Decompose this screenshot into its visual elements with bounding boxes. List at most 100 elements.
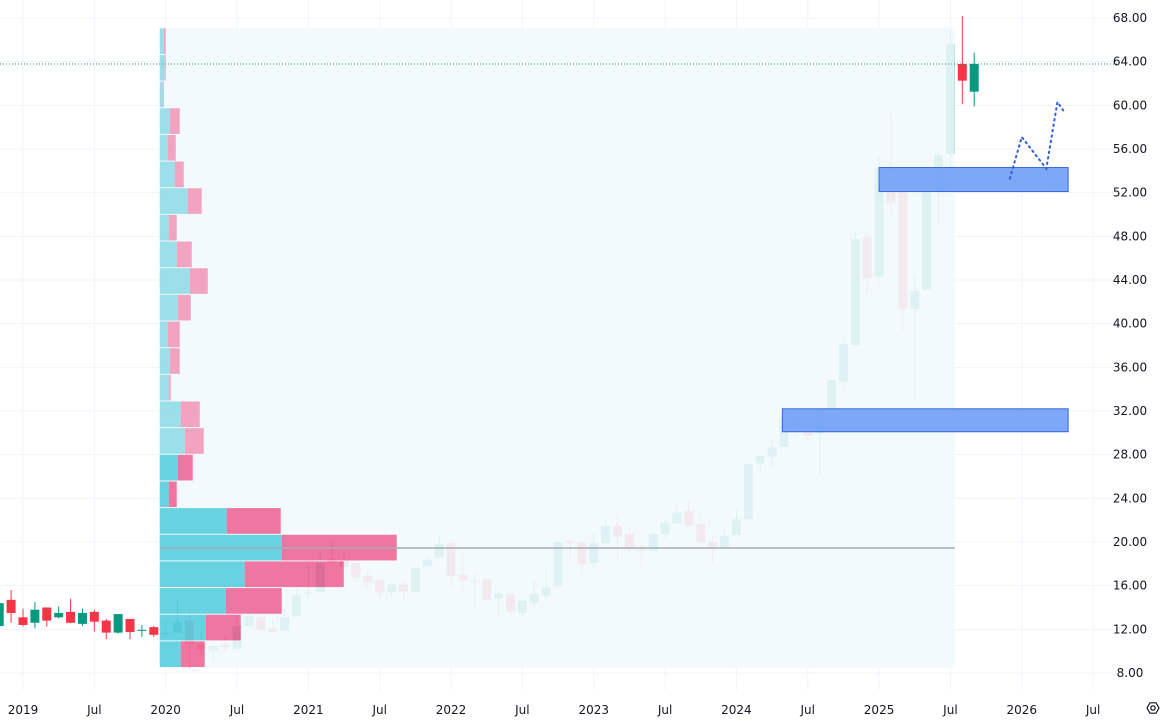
overlay-lines bbox=[0, 63, 1117, 549]
profile-row-down-volume bbox=[164, 54, 166, 81]
profile-row-up-volume bbox=[159, 641, 181, 668]
candle-body bbox=[42, 607, 52, 621]
profile-row-down-volume bbox=[169, 108, 180, 134]
profile-row-up-volume bbox=[159, 454, 178, 481]
zones[interactable] bbox=[781, 167, 1069, 433]
volume-profile bbox=[159, 27, 955, 668]
profile-row-down-volume bbox=[184, 428, 204, 454]
time-tick-label: 2020 bbox=[150, 703, 181, 717]
profile-row-up-volume bbox=[159, 214, 169, 241]
profile-row-up-volume bbox=[159, 241, 177, 268]
candle-body bbox=[66, 611, 76, 623]
profile-row-up-volume bbox=[159, 561, 245, 588]
profile-row-up-volume bbox=[159, 294, 178, 321]
price-axis[interactable]: 8.00 12.00 16.00 20.00 24.00 28.00 32.00 36.00 4… bbox=[1113, 11, 1147, 680]
time-tick-label: 2022 bbox=[436, 703, 467, 717]
profile-row-down-volume bbox=[169, 348, 180, 374]
profile-row-up-volume bbox=[159, 374, 169, 401]
price-tick-label: 40.00 bbox=[1113, 317, 1147, 331]
profile-row-down-volume bbox=[189, 268, 208, 294]
profile-row-down-volume bbox=[167, 321, 180, 348]
profile-row-up-volume bbox=[159, 268, 190, 294]
price-tick-label: 20.00 bbox=[1113, 535, 1147, 549]
candle bbox=[113, 614, 123, 634]
time-tick-label: Jul bbox=[1085, 703, 1100, 717]
price-tick-label: 56.00 bbox=[1113, 142, 1147, 156]
candle bbox=[0, 603, 4, 627]
profile-row-down-volume bbox=[168, 481, 177, 508]
supply-demand-zone[interactable] bbox=[781, 408, 1069, 433]
profile-row-up-volume bbox=[159, 481, 169, 508]
price-tick-label: 28.00 bbox=[1113, 448, 1147, 462]
candle bbox=[957, 16, 967, 105]
candle-body bbox=[89, 611, 99, 622]
price-tick-label: 16.00 bbox=[1113, 579, 1147, 593]
price-tick-label: 64.00 bbox=[1113, 55, 1147, 69]
price-tick-label: 48.00 bbox=[1113, 229, 1147, 243]
supply-demand-zone[interactable] bbox=[878, 167, 1069, 193]
candle-body bbox=[137, 629, 147, 631]
settings-gear-icon[interactable] bbox=[1146, 702, 1160, 714]
profile-row-down-volume bbox=[174, 161, 184, 188]
profile-background bbox=[159, 27, 955, 668]
profile-row-up-volume bbox=[159, 54, 165, 81]
candle bbox=[18, 608, 28, 627]
candle bbox=[66, 598, 76, 624]
candle-body bbox=[0, 603, 4, 627]
candle-body bbox=[125, 618, 135, 633]
profile-row-down-volume bbox=[177, 294, 191, 321]
profile-row-down-volume bbox=[205, 614, 241, 641]
time-axis[interactable]: 2019 Jul 2020 Jul 2021 Jul 2022 Jul 2023 Jul 2024 J… bbox=[8, 703, 1101, 717]
profile-row-down-volume bbox=[226, 508, 281, 534]
profile-row-up-volume bbox=[159, 428, 185, 454]
candle bbox=[125, 618, 135, 640]
profile-row-down-volume bbox=[163, 28, 166, 54]
profile-row-up-volume bbox=[159, 161, 175, 188]
time-tick-label: 2023 bbox=[578, 703, 609, 717]
candle bbox=[149, 626, 159, 637]
profile-row-down-volume bbox=[180, 401, 200, 428]
price-tick-label: 24.00 bbox=[1113, 491, 1147, 505]
time-tick-label: Jul bbox=[371, 703, 386, 717]
time-tick-label: 2019 bbox=[8, 703, 39, 717]
time-tick-label: Jul bbox=[229, 703, 244, 717]
profile-row-down-volume bbox=[168, 214, 177, 241]
profile-row-up-volume bbox=[159, 134, 168, 161]
candle-body bbox=[113, 614, 123, 633]
price-tick-label: 44.00 bbox=[1113, 273, 1147, 287]
profile-row-up-volume bbox=[159, 321, 168, 348]
price-tick-label: 68.00 bbox=[1113, 11, 1147, 25]
candle-body bbox=[957, 63, 967, 81]
candle bbox=[54, 606, 64, 619]
candle bbox=[89, 609, 99, 632]
price-tick-label: 32.00 bbox=[1113, 404, 1147, 418]
profile-row-up-volume bbox=[159, 108, 170, 134]
profile-row-down-volume bbox=[168, 374, 171, 401]
candle bbox=[101, 618, 111, 640]
profile-row-up-volume bbox=[159, 81, 163, 108]
candle-body bbox=[969, 63, 979, 92]
candle bbox=[30, 602, 40, 629]
candle bbox=[6, 590, 16, 623]
candle-body bbox=[6, 599, 16, 613]
candle-body bbox=[18, 617, 28, 625]
candle bbox=[137, 624, 147, 637]
profile-row-down-volume bbox=[244, 561, 344, 588]
price-tick-label: 36.00 bbox=[1113, 360, 1147, 374]
time-tick-label: Jul bbox=[942, 703, 957, 717]
candle bbox=[42, 607, 52, 627]
price-tick-label: 8.00 bbox=[1117, 666, 1144, 680]
profile-row-down-volume bbox=[180, 641, 205, 668]
time-tick-label: Jul bbox=[657, 703, 672, 717]
profile-row-down-volume bbox=[177, 454, 193, 481]
time-tick-label: Jul bbox=[799, 703, 814, 717]
profile-row-up-volume bbox=[159, 401, 181, 428]
profile-row-down-volume bbox=[176, 241, 192, 268]
profile-row-up-volume bbox=[159, 588, 226, 614]
time-tick-label: 2025 bbox=[864, 703, 895, 717]
profile-row-down-volume bbox=[225, 588, 282, 614]
profile-row-up-volume bbox=[159, 614, 206, 641]
profile-row-down-volume bbox=[162, 81, 164, 108]
profile-row-up-volume bbox=[159, 508, 227, 534]
